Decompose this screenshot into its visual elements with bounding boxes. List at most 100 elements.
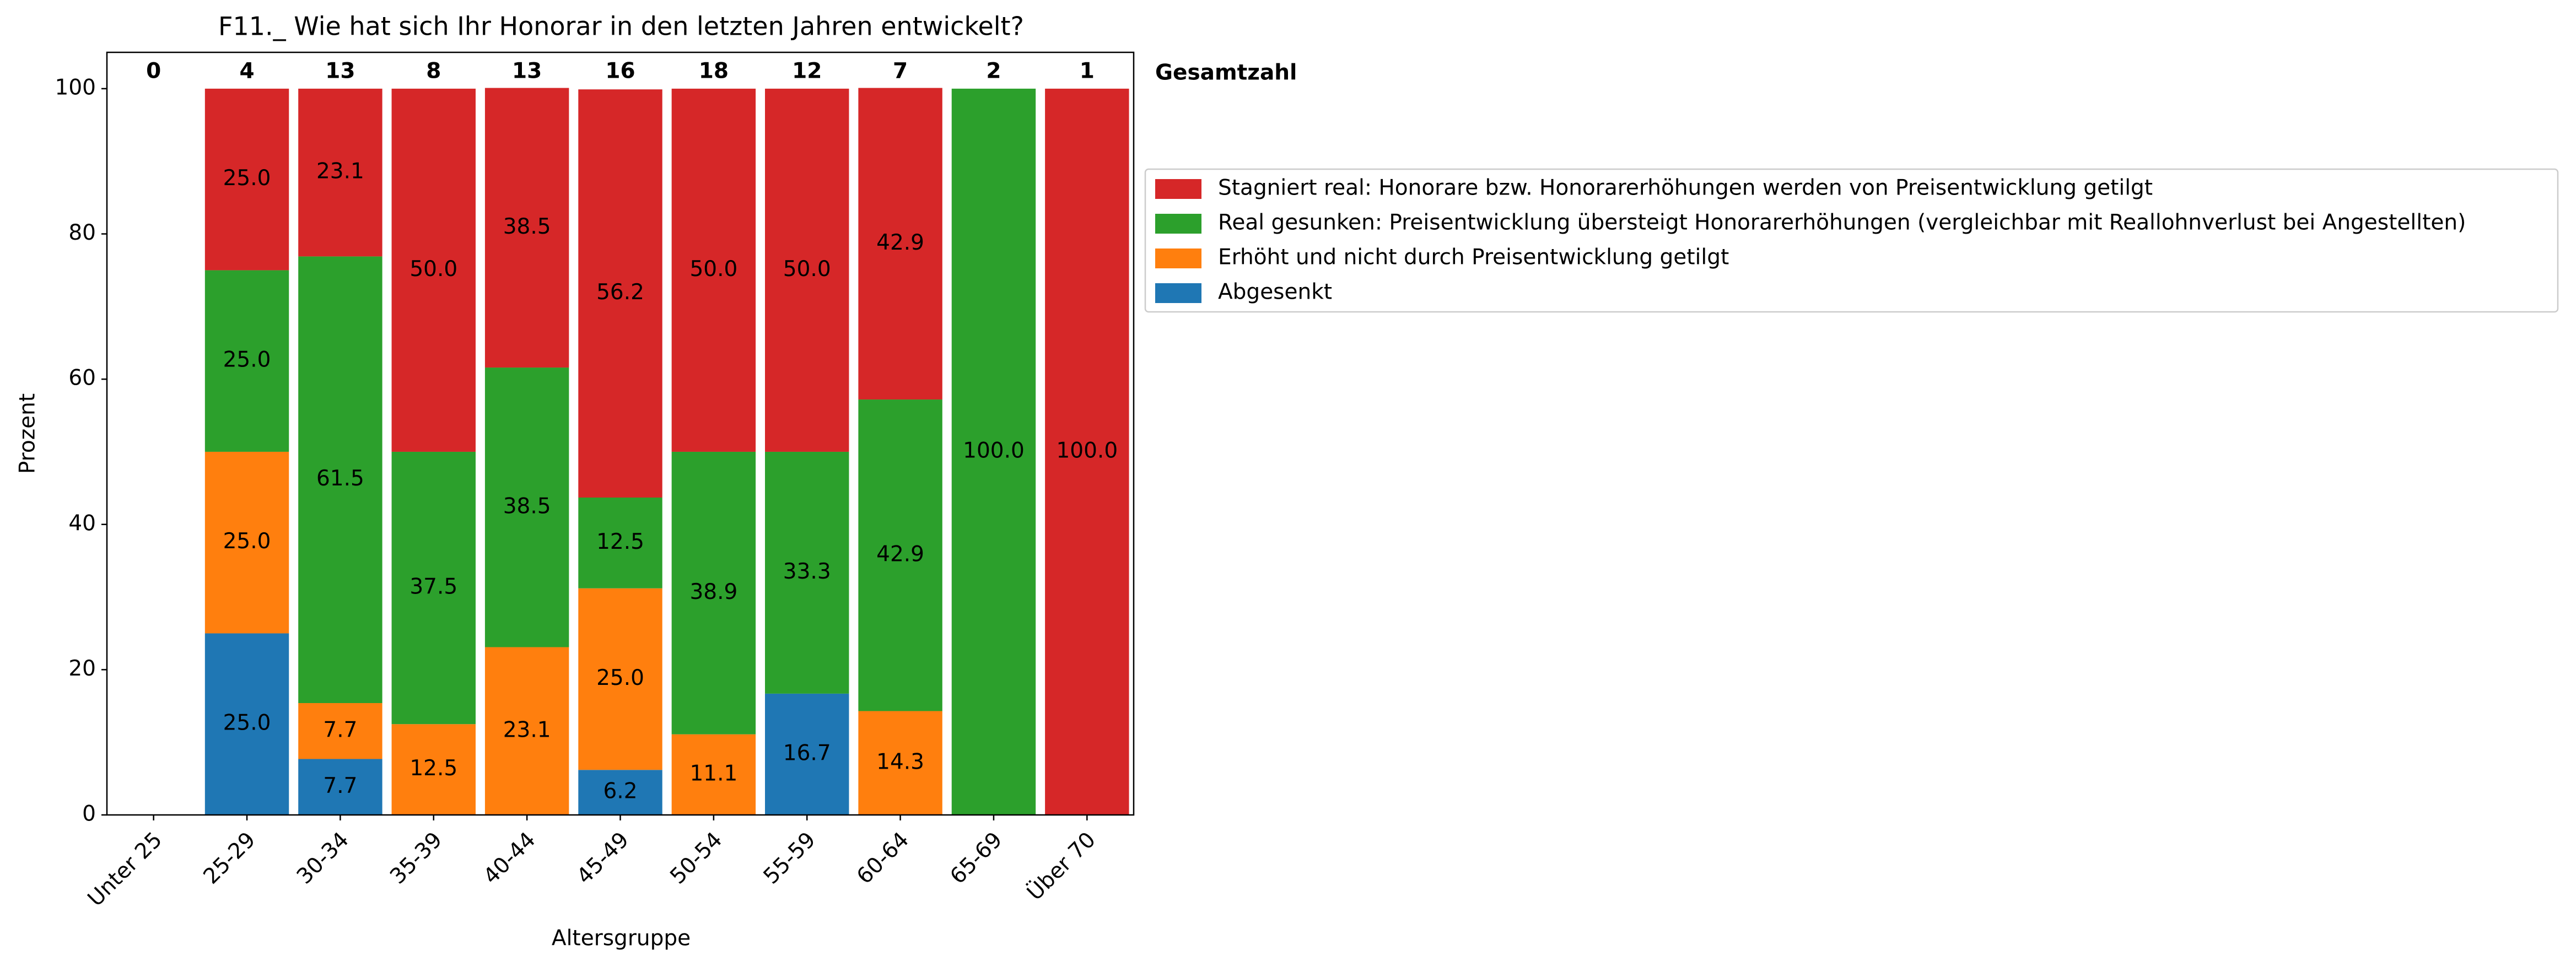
value-label: 12.5 [409,756,457,781]
legend-swatch [1155,248,1201,268]
chart-title: F11._ Wie hat sich Ihr Honorar in den le… [218,12,1024,41]
value-label: 50.0 [783,257,831,282]
y-tick-label: 100 [55,75,96,100]
value-label: 25.0 [223,711,271,736]
value-label: 14.3 [876,749,924,774]
value-label: 23.1 [316,159,364,184]
value-label: 50.0 [689,257,737,282]
total-label: 13 [512,59,542,84]
value-label: 42.9 [876,542,924,566]
legend-box [1144,168,2559,313]
value-label: 23.1 [503,717,551,742]
x-tick-label: 65-69 [945,828,1007,889]
bar-segment [578,588,662,770]
bar-segment [204,633,289,815]
legend-label: Erhöht und nicht durch Preisentwicklung … [1218,245,1729,270]
y-tick-label: 40 [68,511,96,536]
x-tick-label: 50-54 [665,828,727,889]
total-label: 18 [699,59,729,84]
x-tick-label: 60-64 [852,828,914,889]
total-label: 7 [893,59,908,84]
value-label: 25.0 [223,348,271,372]
value-label: 56.2 [596,280,644,305]
bar-segment [298,88,382,257]
legend-label: Real gesunken: Preisentwicklung überstei… [1218,210,2466,235]
legend-swatch [1155,179,1201,199]
bar-segment [391,724,476,815]
bar-segment [391,88,476,452]
bar-segment [765,451,849,694]
y-tick-label: 20 [68,656,96,681]
y-axis-label: Prozent [15,393,40,474]
plot-frame [106,51,1135,816]
bar-segment [578,770,662,815]
x-tick-label: 45-49 [572,828,634,889]
bar-segment [671,451,756,734]
value-label: 12.5 [596,530,644,554]
bar-segment [298,256,382,704]
total-label: 4 [239,59,254,84]
value-label: 38.5 [503,494,551,518]
x-tick-label: 35-39 [385,828,447,889]
bar-segment [298,703,382,759]
legend-label: Abgesenkt [1218,280,1332,305]
bar-segment [204,88,289,271]
value-label: 7.7 [323,717,357,742]
value-label: 16.7 [783,741,831,765]
value-label: 61.5 [316,466,364,491]
bar-segment [1045,88,1129,815]
value-label: 42.9 [876,230,924,255]
bar-segment [298,759,382,815]
total-label: 8 [426,59,441,84]
value-label: 6.2 [603,779,637,804]
x-tick-label: 30-34 [292,828,354,889]
value-label: 37.5 [409,575,457,599]
value-label: 7.7 [323,774,357,798]
x-tick-label: Unter 25 [83,828,167,911]
total-label: 12 [792,59,822,84]
value-label: 38.5 [503,214,551,239]
bar-segment [765,88,849,452]
value-label: 100.0 [963,438,1025,463]
x-tick-label: Über 70 [1022,827,1100,905]
total-label: 2 [986,59,1001,84]
bar-segment [765,693,849,815]
bar-segment [858,711,942,815]
bar-segment [858,399,942,711]
legend-swatch [1155,214,1201,234]
totals-heading: Gesamtzahl [1155,61,1297,85]
bar-segment [578,497,662,588]
bar-segment [484,88,569,368]
total-label: 16 [605,59,635,84]
value-label: 33.3 [783,559,831,584]
total-label: 13 [325,59,355,84]
bar-segment [484,368,569,647]
value-label: 100.0 [1056,438,1118,463]
y-tick-label: 80 [68,220,96,245]
bar-segment [204,270,289,452]
y-tick-label: 60 [68,366,96,391]
y-tick-label: 0 [82,802,96,826]
bar-segment [671,734,756,815]
bar-segment [858,88,942,400]
legend-label: Stagniert real: Honorare bzw. Honorarerh… [1218,176,2153,201]
total-label: 0 [146,59,161,84]
x-axis-label: Altersgruppe [552,926,691,951]
value-label: 50.0 [409,257,457,282]
legend-swatch [1155,283,1201,303]
bar-segment [951,88,1036,815]
value-label: 25.0 [596,666,644,690]
value-label: 38.9 [689,580,737,604]
value-label: 25.0 [223,166,271,191]
total-label: 1 [1080,59,1095,84]
x-tick-label: 40-44 [479,828,541,889]
bar-segment [204,451,289,634]
value-label: 25.0 [223,529,271,554]
x-tick-label: 25-29 [199,828,261,889]
bar-segment [484,647,569,815]
bar-segment [578,89,662,498]
x-tick-label: 55-59 [759,828,821,889]
bar-segment [671,88,756,452]
value-label: 11.1 [689,761,737,786]
